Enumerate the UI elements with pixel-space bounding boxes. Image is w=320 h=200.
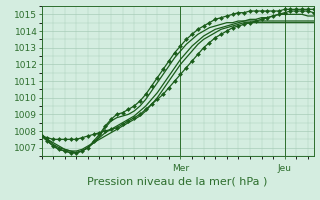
X-axis label: Pression niveau de la mer( hPa ): Pression niveau de la mer( hPa ) bbox=[87, 177, 268, 187]
